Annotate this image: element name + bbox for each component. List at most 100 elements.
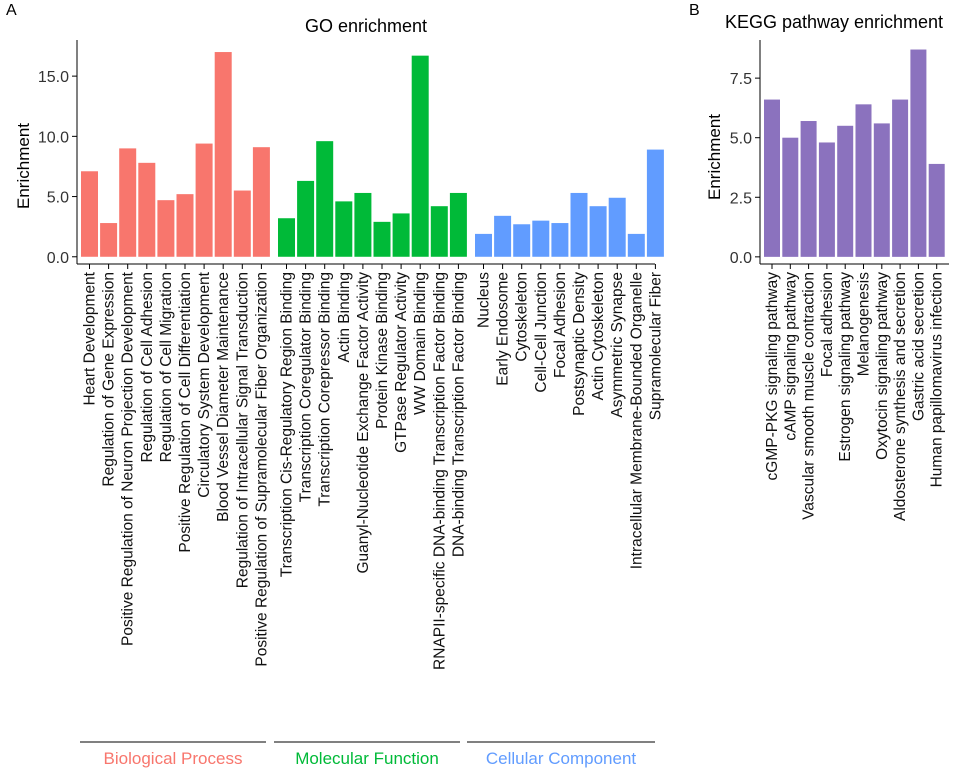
go-bar-transcription-corepressor-binding bbox=[316, 141, 334, 257]
go-bar-positive-regulation-of-neuron-projection-development bbox=[119, 148, 137, 257]
go-x-label-regulation-of-intracellular-signal-transduction: Regulation of Intracellular Signal Trans… bbox=[234, 272, 251, 588]
kegg-bar-focal-adhesion bbox=[818, 142, 835, 257]
kegg-y-tick-label: 7.5 bbox=[730, 71, 752, 88]
kegg-bar-oxytocin-signaling-pathway bbox=[873, 123, 890, 257]
kegg-x-label-human-papillomavirus-infection: Human papillomavirus infection bbox=[929, 272, 946, 487]
group-label-biological-process: Biological Process bbox=[104, 749, 243, 768]
kegg-x-label-oxytocin-signaling-pathway: Oxytocin signaling pathway bbox=[874, 272, 891, 460]
go-x-label-regulation-of-cell-migration: Regulation of Cell Migration bbox=[158, 272, 175, 462]
go-bar-nucleus bbox=[475, 233, 492, 257]
go-x-label-positive-regulation-of-cell-differentiation: Positive Regulation of Cell Differentiat… bbox=[177, 272, 194, 553]
kegg-chart-title: KEGG pathway enrichment bbox=[725, 12, 943, 32]
go-bar-postsynaptic-density bbox=[570, 192, 588, 257]
kegg-x-label-cgmp-pkg-signaling-pathway: cGMP-PKG signaling pathway bbox=[764, 272, 781, 481]
go-x-label-dna-binding-transcription-factor-binding: DNA-binding Transcription Factor Binding bbox=[450, 272, 467, 557]
go-bar-actin-cytoskeleton bbox=[589, 206, 607, 257]
go-bar-actin-binding bbox=[335, 201, 353, 257]
go-x-label-focal-adhesion: Focal Adhesion bbox=[552, 272, 569, 378]
go-x-label-transcription-cis-regulatory-region-binding: Transcription Cis-Regulatory Region Bind… bbox=[279, 272, 296, 577]
kegg-bar-cgmp-pkg-signaling-pathway bbox=[764, 99, 780, 257]
go-bar-cytoskeleton bbox=[513, 224, 531, 257]
go-bar-regulation-of-gene-expression bbox=[100, 223, 118, 257]
kegg-x-label-estrogen-signaling-pathway: Estrogen signaling pathway bbox=[837, 272, 854, 462]
go-bar-supramolecular-fiber bbox=[646, 149, 664, 257]
go-bar-guanyl-nucleotide-exchange-factor-activity bbox=[354, 192, 372, 257]
kegg-x-label-focal-adhesion: Focal adhesion bbox=[819, 272, 836, 377]
go-bar-rnapii-specific-dna-binding-transcription-factor-binding bbox=[430, 206, 448, 257]
go-y-axis-label: Enrichment bbox=[14, 123, 33, 209]
go-x-label-actin-cytoskeleton: Actin Cytoskeleton bbox=[590, 272, 607, 400]
go-bar-positive-regulation-of-cell-differentiation bbox=[176, 194, 194, 257]
go-x-label-transcription-corepressor-binding: Transcription Corepressor Binding bbox=[317, 272, 334, 507]
go-x-label-actin-binding: Actin Binding bbox=[336, 272, 353, 362]
kegg-bar-human-papillomavirus-infection bbox=[928, 163, 945, 257]
kegg-y-axis-label: Enrichment bbox=[705, 114, 724, 200]
kegg-y-tick-label: 2.5 bbox=[730, 190, 752, 207]
go-bar-heart-development bbox=[81, 171, 98, 257]
kegg-x-label-aldosterone-synthesis-and-secretion: Aldosterone synthesis and secretion bbox=[892, 272, 909, 521]
go-x-label-asymmetric-synapse: Asymmetric Synapse bbox=[609, 272, 626, 418]
go-x-label-rnapii-specific-dna-binding-transcription-factor-binding: RNAPII-specific DNA-binding Transcriptio… bbox=[431, 272, 448, 670]
go-x-label-cell-cell-junction: Cell-Cell Junction bbox=[533, 272, 550, 393]
go-bar-blood-vessel-diameter-maintenance bbox=[214, 52, 232, 257]
kegg-bar-aldosterone-synthesis-and-secretion bbox=[892, 99, 909, 257]
go-x-label-cytoskeleton: Cytoskeleton bbox=[514, 272, 531, 362]
go-bar-transcription-cis-regulatory-region-binding bbox=[278, 218, 295, 257]
go-x-label-regulation-of-cell-adhesion: Regulation of Cell Adhesion bbox=[139, 272, 156, 462]
go-enrichment-chart: GO enrichment Enrichment 0.05.010.015.0 … bbox=[14, 16, 664, 768]
go-x-label-positive-regulation-of-supramolecular-fiber-organization: Positive Regulation of Supramolecular Fi… bbox=[253, 272, 270, 667]
go-bar-dna-binding-transcription-factor-binding bbox=[449, 192, 467, 257]
go-bar-regulation-of-cell-migration bbox=[157, 200, 175, 257]
kegg-bar-melanogenesis bbox=[855, 104, 872, 257]
go-y-tick-label: 5.0 bbox=[47, 190, 69, 207]
kegg-x-label-melanogenesis: Melanogenesis bbox=[856, 272, 873, 377]
go-bar-regulation-of-intracellular-signal-transduction bbox=[233, 190, 251, 257]
go-bar-regulation-of-cell-adhesion bbox=[138, 162, 156, 257]
go-y-tick-label: 0.0 bbox=[47, 250, 69, 267]
kegg-y-tick-label: 5.0 bbox=[730, 131, 752, 148]
go-x-label-blood-vessel-diameter-maintenance: Blood Vessel Diameter Maintenance bbox=[215, 272, 232, 522]
kegg-bar-estrogen-signaling-pathway bbox=[837, 125, 854, 257]
go-x-label-transcription-coregulator-binding: Transcription Coregulator Binding bbox=[298, 272, 315, 502]
go-x-label-regulation-of-gene-expression: Regulation of Gene Expression bbox=[101, 272, 118, 487]
kegg-enrichment-chart: KEGG pathway enrichment Enrichment 0.0 2.… bbox=[705, 12, 949, 521]
kegg-bar-camp-signaling-pathway bbox=[782, 137, 799, 257]
panel-label-a: A bbox=[6, 2, 17, 19]
go-x-label-nucleus: Nucleus bbox=[476, 272, 493, 328]
go-x-label-protein-kinase-binding: Protein Kinase Binding bbox=[374, 272, 391, 429]
group-label-cellular-component: Cellular Component bbox=[486, 749, 637, 768]
kegg-x-label-gastric-acid-secretion: Gastric acid secretion bbox=[910, 272, 927, 421]
go-bar-cell-cell-junction bbox=[532, 220, 550, 257]
go-bar-early-endosome bbox=[494, 215, 512, 257]
go-x-label-early-endosome: Early Endosome bbox=[495, 272, 512, 386]
go-x-label-postsynaptic-density: Postsynaptic Density bbox=[571, 272, 588, 416]
go-bar-circulatory-system-development bbox=[195, 143, 213, 257]
go-chart-title: GO enrichment bbox=[305, 16, 427, 36]
kegg-bar-gastric-acid-secretion bbox=[910, 49, 927, 257]
group-label-molecular-function: Molecular Function bbox=[295, 749, 439, 768]
go-bar-asymmetric-synapse bbox=[608, 197, 626, 257]
go-bar-ww-domain-binding bbox=[411, 55, 429, 257]
go-x-label-gtpase-regulator-activity: GTPase Regulator Activity bbox=[393, 272, 410, 453]
go-x-label-guanyl-nucleotide-exchange-factor-activity: Guanyl-Nucleotide Exchange Factor Activi… bbox=[355, 272, 372, 574]
go-x-label-heart-development: Heart Development bbox=[82, 271, 99, 405]
go-bar-intracellular-membrane-bounded-organelle bbox=[627, 233, 645, 257]
kegg-x-label-camp-signaling-pathway: cAMP signaling pathway bbox=[782, 272, 799, 441]
panel-label-b: B bbox=[689, 2, 700, 19]
go-x-label-supramolecular-fiber: Supramolecular Fiber bbox=[647, 272, 664, 420]
go-x-label-positive-regulation-of-neuron-projection-development: Positive Regulation of Neuron Projection… bbox=[120, 271, 137, 646]
go-y-tick-label: 15.0 bbox=[38, 69, 69, 86]
go-y-tick-label: 10.0 bbox=[38, 129, 69, 146]
kegg-y-tick-label: 0.0 bbox=[730, 250, 752, 267]
go-bar-positive-regulation-of-supramolecular-fiber-organization bbox=[252, 147, 270, 257]
go-bar-protein-kinase-binding bbox=[373, 221, 391, 257]
go-bar-transcription-coregulator-binding bbox=[297, 180, 315, 257]
go-x-label-circulatory-system-development: Circulatory System Development bbox=[196, 271, 213, 497]
kegg-x-label-vascular-smooth-muscle-contraction: Vascular smooth muscle contraction bbox=[801, 272, 818, 520]
go-x-label-ww-domain-binding: WW Domain Binding bbox=[412, 272, 429, 415]
kegg-bar-vascular-smooth-muscle-contraction bbox=[800, 121, 817, 257]
go-x-label-intracellular-membrane-bounded-organelle: Intracellular Membrane-Bounded Organelle bbox=[628, 272, 645, 569]
go-bar-focal-adhesion bbox=[551, 223, 569, 257]
go-bar-gtpase-regulator-activity bbox=[392, 213, 410, 257]
